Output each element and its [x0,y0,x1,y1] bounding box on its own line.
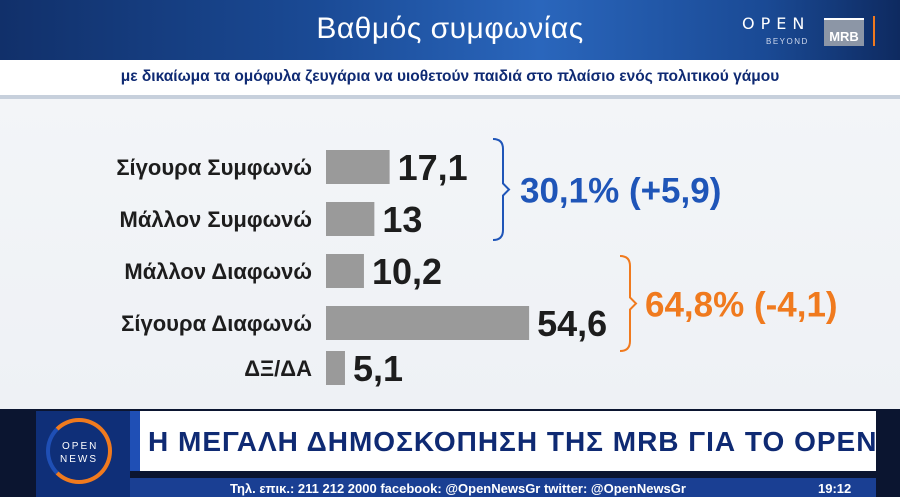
category-label: Μάλλον Διαφωνώ [124,259,312,284]
channel-logo: OPEN [742,14,811,33]
pollster-logo: MRB [824,18,864,46]
clock: 19:12 [818,481,852,496]
headline: Η ΜΕΓΑΛΗ ΔΗΜΟΣΚΟΠΗΣΗ ΤΗΣ MRB ΓΙΑ ΤΟ OPEN [148,426,878,457]
info-bar [130,478,876,497]
pollster-logo-line [824,18,864,20]
channel-logo-sub: BEYOND [766,37,809,46]
data-label: 54,6 [537,303,607,344]
bar [326,202,375,236]
group-bracket [492,138,511,241]
contact-info: Τηλ. επικ.: 211 212 2000 facebook: @Open… [230,481,686,496]
bar [326,254,364,288]
chart-subtitle: με δικαίωμα τα ομόφυλα ζευγάρια να υιοθε… [120,68,780,85]
news-logo-ring [46,418,112,484]
category-label: Σίγουρα Διαφωνώ [121,311,312,336]
group-total-label: 64,8% (-4,1) [645,286,838,325]
news-logo: OPEN NEWS [36,411,130,497]
bar [326,150,390,184]
group-total-label: 30,1% (+5,9) [520,172,721,211]
data-label: 13 [382,199,422,240]
category-label: Σίγουρα Συμφωνώ [116,155,312,180]
category-label: Μάλλον Συμφωνώ [120,207,312,232]
news-logo-top: OPEN [62,441,99,452]
headline-accent [130,411,140,471]
news-logo-bottom: NEWS [60,454,98,465]
bar [326,351,345,385]
data-label: 5,1 [353,348,403,389]
bar-chart: Σίγουρα Συμφωνώ 17,1 Μάλλον Συμφωνώ 13 Μάλλο… [116,138,838,389]
data-label: 10,2 [372,251,442,292]
accent-divider [873,16,875,46]
data-label: 17,1 [398,147,468,188]
headline-bar [130,411,876,471]
chart-title: Βαθμός συμφωνίας [316,12,584,45]
subtitle-bar: με δικαίωμα τα ομόφυλα ζευγάρια να υιοθε… [0,60,900,95]
subtitle-separator [0,95,900,99]
header-bar: Βαθμός συμφωνίας OPEN BEYOND MRB [0,0,900,60]
chart-panel: Σίγουρα Συμφωνώ 17,1 Μάλλον Συμφωνώ 13 Μάλλο… [0,99,900,409]
bar [326,306,530,340]
category-label: ΔΞ/ΔΑ [244,356,312,381]
group-bracket [619,255,638,352]
